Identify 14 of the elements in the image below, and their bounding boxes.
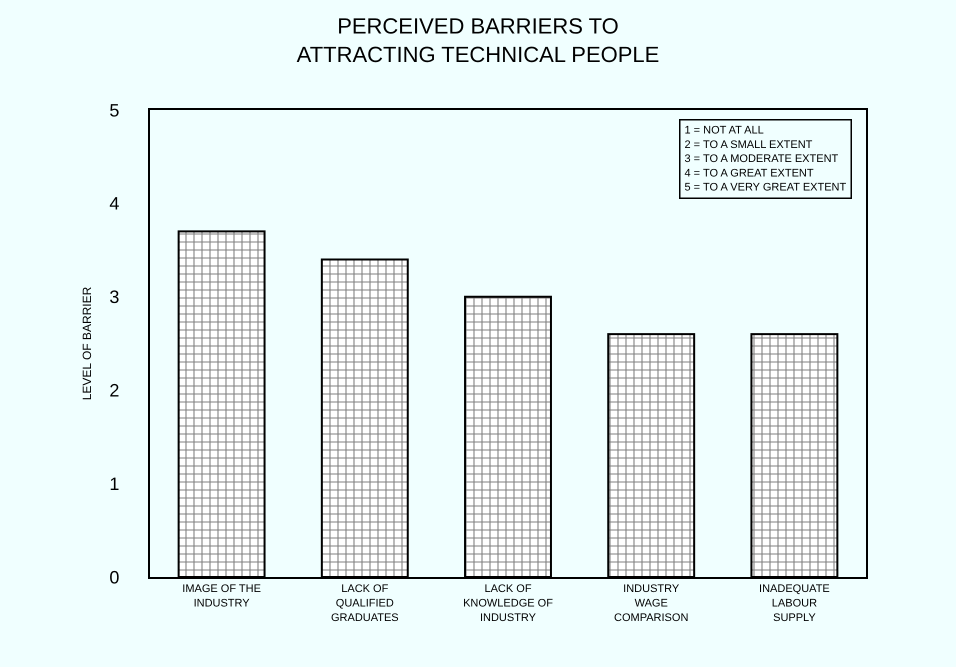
annotation: 1 = NOT AT ALL 2 = TO A SMALL EXTENT 3 = TO A MODERATE EXTENT 4 = TO A GREAT EXTENT 5 = TO A VERY GREAT EXTENT — [684, 124, 846, 194]
x-tick-label: LACK OF QUALIFIED GRADUATES — [330, 583, 399, 624]
x-tick-label: LACK OF KNOWLEDGE OF INDUSTRY — [463, 583, 554, 624]
chart-title: PERCEIVED BARRIERS TO ATTRACTING TECHNICAL PEOPLE — [296, 13, 660, 67]
y-tick-label: 5 — [109, 100, 120, 120]
y-tick-label: 3 — [109, 287, 120, 308]
x-tick-label: IMAGE OF THE INDUSTRY — [182, 583, 261, 610]
x-tick-label: INADEQUATE LABOUR SUPPLY — [759, 583, 830, 624]
y-tick-label: 1 — [109, 474, 120, 494]
y-tick-label: 2 — [109, 380, 120, 400]
y-tick-label: 4 — [109, 194, 120, 214]
x-tick-label: INDUSTRY WAGE COMPARISON — [614, 583, 688, 624]
y-axis-title: LEVEL OF BARRIER — [80, 286, 94, 400]
y-tick-label: 0 — [109, 567, 120, 588]
